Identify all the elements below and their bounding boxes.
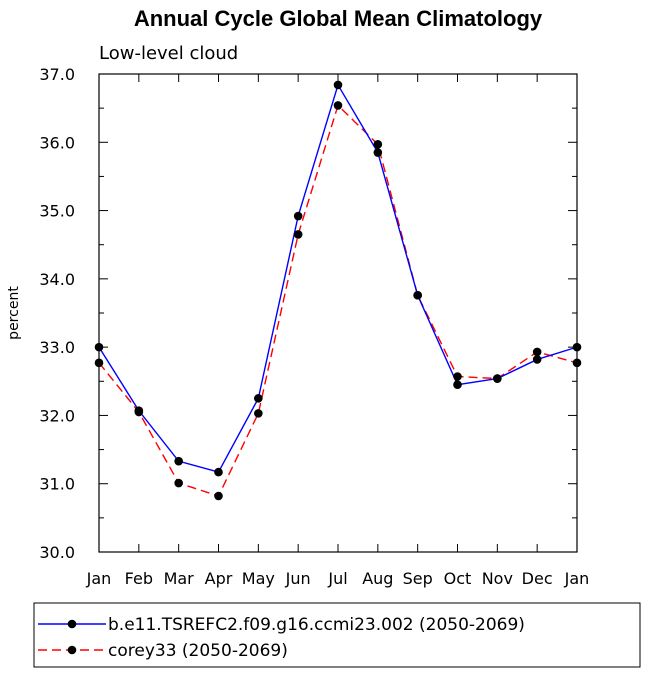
data-point bbox=[174, 478, 183, 488]
x-tick-label: Aug bbox=[362, 569, 393, 588]
data-point bbox=[214, 491, 223, 501]
plot-area: Jan Feb Mar Apr May Jun Jul Aug Sep Oct Nov Dec Jan 3… bbox=[39, 65, 589, 588]
y-tick-label: 32.0 bbox=[39, 406, 75, 425]
x-tick-label: Jan bbox=[86, 569, 112, 588]
data-point bbox=[293, 211, 303, 221]
data-point bbox=[493, 374, 502, 383]
x-tick-label: Mar bbox=[164, 569, 195, 588]
legend-label: b.e11.TSREFC2.f09.g16.ccmi23.002 (2050-2… bbox=[108, 615, 525, 635]
data-point bbox=[532, 355, 542, 364]
data-point bbox=[572, 342, 582, 352]
x-tick-label: May bbox=[242, 569, 275, 588]
series-line-1 bbox=[98, 104, 578, 497]
legend-label: corey33 (2050-2069) bbox=[108, 641, 288, 661]
y-tick-label: 30.0 bbox=[39, 543, 75, 562]
data-point bbox=[373, 148, 383, 157]
legend-marker bbox=[67, 645, 77, 655]
data-point bbox=[373, 140, 383, 149]
legend: b.e11.TSREFC2.f09.g16.ccmi23.002 (2050-2… bbox=[33, 602, 641, 668]
data-point bbox=[254, 394, 263, 403]
y-tick-label: 33.0 bbox=[39, 338, 75, 357]
data-point bbox=[94, 358, 104, 368]
y-tick-label: 31.0 bbox=[39, 475, 75, 494]
x-tick-label: Feb bbox=[125, 569, 153, 588]
data-point bbox=[174, 456, 183, 466]
data-point bbox=[413, 290, 422, 300]
y-tick-label: 35.0 bbox=[39, 202, 75, 221]
x-tick-label: Jul bbox=[327, 569, 347, 588]
data-point bbox=[333, 101, 343, 110]
data-point bbox=[254, 409, 263, 418]
y-tick-label: 34.0 bbox=[39, 270, 75, 289]
y-tick-label: 37.0 bbox=[39, 65, 75, 84]
data-point bbox=[214, 467, 223, 477]
data-point bbox=[333, 80, 343, 90]
x-tick-label: Dec bbox=[522, 569, 553, 588]
data-point bbox=[293, 230, 303, 239]
y-axis-label: percent bbox=[6, 286, 22, 340]
y-tick-label: 36.0 bbox=[39, 133, 75, 152]
x-tick-label: Oct bbox=[444, 569, 472, 588]
x-tick-label: Nov bbox=[482, 569, 513, 588]
series-line-0 bbox=[98, 83, 578, 473]
x-tick-label: Apr bbox=[205, 569, 233, 588]
data-point bbox=[572, 358, 582, 368]
chart-subtitle: Low-level cloud bbox=[99, 43, 238, 64]
x-tick-label: Jun bbox=[285, 569, 311, 588]
plot-frame bbox=[98, 73, 578, 553]
legend-box bbox=[33, 602, 641, 668]
x-tick-label: Jan bbox=[564, 569, 590, 588]
data-point bbox=[453, 380, 462, 390]
legend-marker bbox=[67, 619, 77, 629]
chart-title: Annual Cycle Global Mean Climatology bbox=[134, 6, 543, 31]
x-tick-label: Sep bbox=[403, 569, 433, 588]
data-point bbox=[532, 347, 542, 357]
data-point bbox=[94, 342, 104, 352]
data-point bbox=[134, 406, 144, 415]
data-point bbox=[453, 372, 462, 381]
